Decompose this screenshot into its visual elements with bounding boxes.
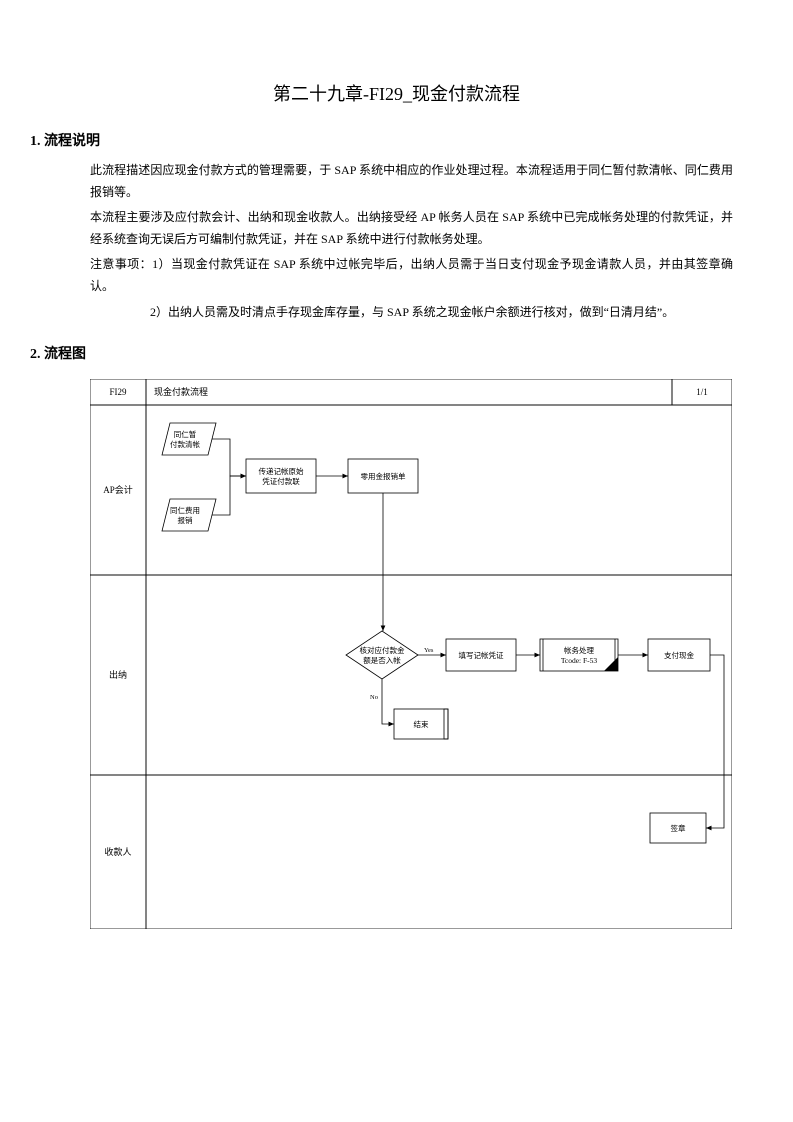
section-2-label: 流程图 [44, 347, 86, 362]
section-2-num: 2. [30, 347, 41, 362]
flowchart-container: FI29 现金付款流程 1/1 AP会计出纳收款人 Yes No 同仁暂付款清帐同仁费用报销… [90, 379, 733, 929]
section-1-p3b: 2）出纳人员需及时清点手存现金库存量，与 SAP 系统之现金帐户余额进行核对，做… [150, 302, 733, 324]
svg-text:报销: 报销 [178, 515, 193, 525]
svg-text:FI29: FI29 [109, 387, 127, 397]
svg-text:Yes: Yes [424, 647, 434, 654]
svg-text:额是否入帐: 额是否入帐 [363, 655, 401, 665]
section-2-heading: 2. 流程图 [30, 343, 733, 363]
flowchart-svg: FI29 现金付款流程 1/1 AP会计出纳收款人 Yes No 同仁暂付款清帐同仁费用报销… [90, 379, 732, 929]
svg-text:结束: 结束 [414, 719, 429, 729]
section-1-p2: 本流程主要涉及应付款会计、出纳和现金收款人。出纳接受经 AP 帐务人员在 SAP… [90, 207, 733, 250]
svg-text:付款清帐: 付款清帐 [170, 439, 200, 449]
svg-text:1/1: 1/1 [696, 387, 708, 397]
svg-text:出纳: 出纳 [109, 669, 127, 680]
svg-text:Tcode: F-53: Tcode: F-53 [561, 656, 598, 665]
svg-text:凭证付款联: 凭证付款联 [262, 476, 300, 486]
svg-text:收款人: 收款人 [104, 846, 131, 857]
svg-text:签章: 签章 [671, 823, 686, 833]
svg-text:传递记帐原始: 传递记帐原始 [259, 466, 304, 476]
svg-text:AP会计: AP会计 [103, 484, 133, 495]
svg-text:同仁费用: 同仁费用 [170, 505, 200, 515]
svg-text:No: No [370, 694, 378, 701]
svg-text:填写记帐凭证: 填写记帐凭证 [459, 650, 504, 660]
svg-text:核对应付款金: 核对应付款金 [360, 645, 405, 655]
svg-text:零用金报销单: 零用金报销单 [361, 471, 406, 481]
section-1-num: 1. [30, 134, 41, 149]
page-title: 第二十九章-FI29_现金付款流程 [60, 80, 733, 106]
section-1-label: 流程说明 [44, 134, 100, 149]
section-1-p1: 此流程描述因应现金付款方式的管理需要，于 SAP 系统中相应的作业处理过程。本流… [90, 160, 733, 203]
svg-text:支付现金: 支付现金 [664, 650, 694, 660]
svg-text:帐务处理: 帐务处理 [564, 645, 594, 655]
section-1-p3a: 注意事项：1）当现金付款凭证在 SAP 系统中过帐完毕后，出纳人员需于当日支付现… [90, 254, 733, 297]
svg-text:同仁暂: 同仁暂 [174, 429, 197, 439]
svg-text:现金付款流程: 现金付款流程 [154, 386, 208, 397]
section-1-heading: 1. 流程说明 [30, 130, 733, 150]
